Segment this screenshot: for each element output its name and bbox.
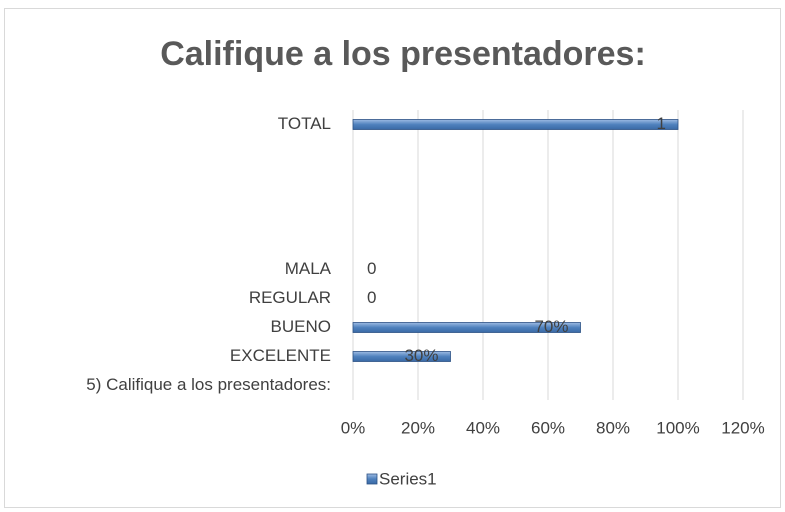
legend-marker [366, 473, 378, 485]
x-tick-label: 120% [721, 418, 764, 437]
data-label: 70% [534, 317, 568, 336]
bar [352, 351, 451, 362]
y-tick-label: 5) Califique a los presentadores: [86, 375, 331, 394]
x-tick-label: 80% [596, 418, 630, 437]
chart-title: Califique a los presentadores: [160, 35, 646, 73]
x-tick-label: 40% [466, 418, 500, 437]
bar [352, 322, 581, 333]
x-tick-label: 20% [401, 418, 435, 437]
bar [352, 119, 679, 130]
data-label: 30% [404, 346, 438, 365]
y-tick-label: TOTAL [278, 114, 331, 133]
chart-border [4, 8, 781, 508]
data-label: 1 [657, 114, 666, 133]
x-tick-label: 60% [531, 418, 565, 437]
data-label: 0 [367, 259, 376, 278]
y-tick-label: EXCELENTE [230, 346, 331, 365]
x-tick-label: 100% [656, 418, 699, 437]
x-tick-label: 0% [341, 418, 366, 437]
legend-label: Series1 [379, 469, 437, 488]
y-tick-label: BUENO [271, 317, 331, 336]
data-label: 0 [367, 288, 376, 307]
y-tick-label: REGULAR [249, 288, 331, 307]
y-tick-label: MALA [285, 259, 332, 278]
